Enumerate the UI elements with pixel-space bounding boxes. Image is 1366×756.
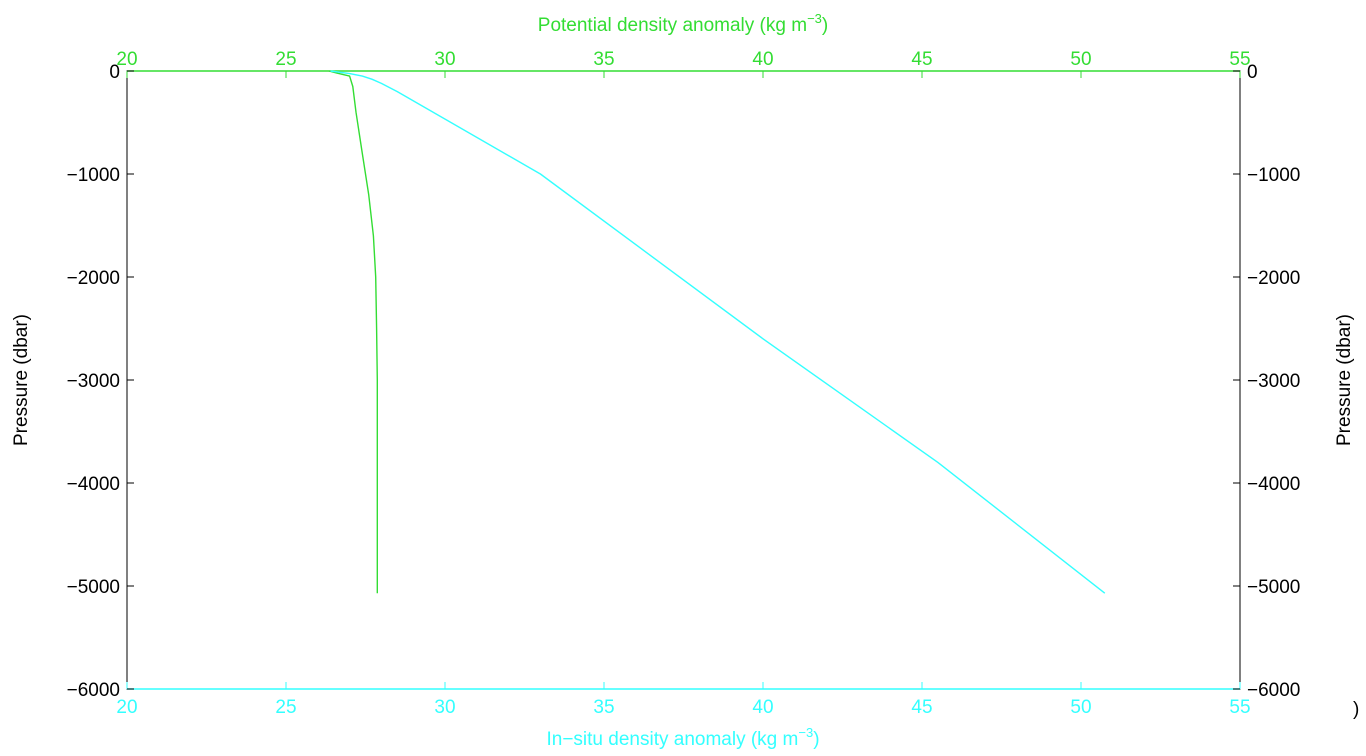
top-x-tick-label: 20: [116, 49, 137, 70]
bottom-x-tick-label: 40: [752, 697, 773, 718]
left-y-tick-label: −5000: [67, 577, 120, 598]
top-x-tick-label: 45: [911, 49, 932, 70]
bottom-x-tick-label: 20: [116, 697, 137, 718]
left-y-tick-label: −2000: [67, 268, 120, 289]
right-y-tick-label: −3000: [1247, 371, 1300, 392]
right-y-tick-label: −6000: [1247, 680, 1300, 701]
bottom-x-tick-label: 30: [434, 697, 455, 718]
left-y-tick-label: −3000: [67, 371, 120, 392]
top-x-tick-label: 50: [1070, 49, 1091, 70]
bottom-axis-title: In−situ density anomaly (kg m−3): [546, 725, 819, 750]
top-x-tick-label: 30: [434, 49, 455, 70]
insitu-density-line: [330, 70, 1106, 594]
top-x-tick-label: 40: [752, 49, 773, 70]
bottom-x-tick-label: 55: [1229, 697, 1250, 718]
right-y-axis-title: Pressure (dbar): [1334, 314, 1355, 446]
bottom-x-tick-label: 35: [593, 697, 614, 718]
right-y-tick-label: 0: [1247, 62, 1258, 83]
right-y-tick-label: −1000: [1247, 165, 1300, 186]
plot-area: [126, 70, 1241, 690]
stray-paren-text: ): [1353, 699, 1360, 720]
top-axis-title: Potential density anomaly (kg m−3): [538, 11, 828, 36]
right-y-tick-label: −5000: [1247, 577, 1300, 598]
bottom-x-tick-label: 25: [275, 697, 296, 718]
left-y-tick-label: −1000: [67, 165, 120, 186]
bottom-x-tick-label: 45: [911, 697, 932, 718]
top-x-tick-label: 25: [275, 49, 296, 70]
bottom-x-tick-label: 50: [1070, 697, 1091, 718]
top-x-tick-label: 35: [593, 49, 614, 70]
left-y-tick-label: 0: [109, 62, 120, 83]
left-y-tick-label: −6000: [67, 680, 120, 701]
right-y-tick-label: −2000: [1247, 268, 1300, 289]
right-y-tick-label: −4000: [1247, 474, 1300, 495]
top-x-tick-label: 55: [1229, 49, 1250, 70]
series-layer: [328, 70, 1106, 594]
left-y-axis-title: Pressure (dbar): [11, 314, 32, 446]
left-y-tick-label: −4000: [67, 474, 120, 495]
potential-density-line: [328, 70, 378, 594]
